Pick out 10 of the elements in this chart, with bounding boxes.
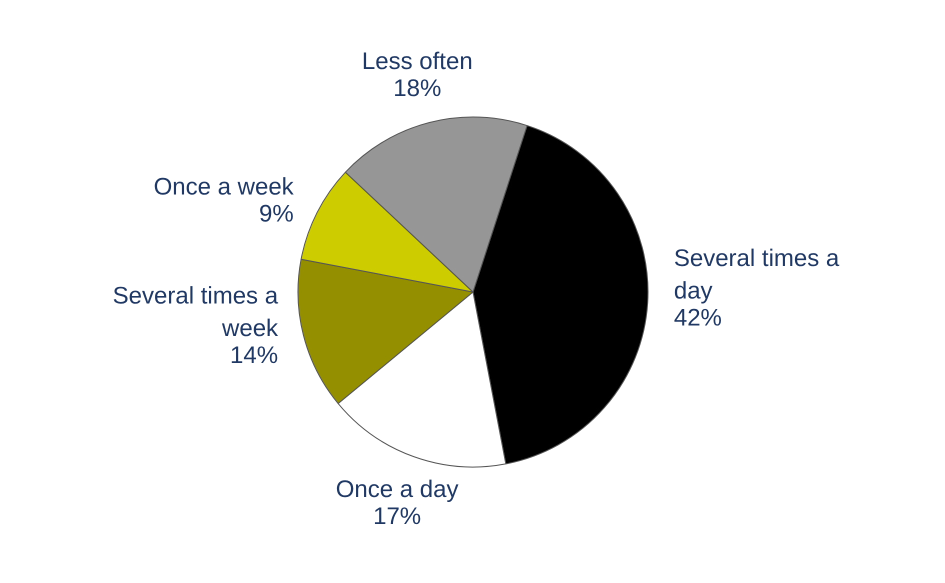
- slice-label: Once a day: [336, 476, 458, 503]
- data-label: 18%: [393, 75, 442, 102]
- data-label: 9%: [258, 200, 294, 228]
- slice-label: Several times a day: [674, 245, 840, 305]
- data-label: 17%: [373, 502, 422, 530]
- data-label: 42%: [674, 304, 722, 332]
- slice-label: Once a week: [154, 174, 295, 201]
- data-label: 14%: [230, 342, 278, 370]
- slice-label: Less often: [362, 48, 473, 76]
- slice-label: Several times a week: [112, 282, 280, 342]
